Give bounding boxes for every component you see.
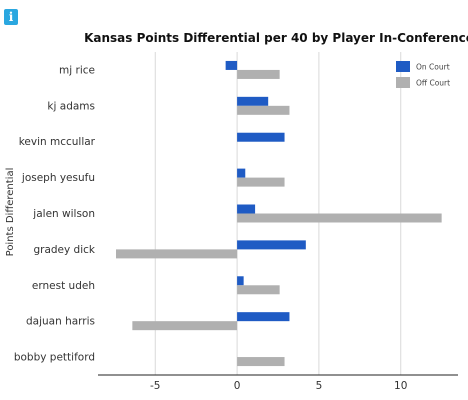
bar-on-court bbox=[237, 240, 306, 250]
bar-on-court bbox=[237, 312, 290, 322]
bar-off-court bbox=[132, 321, 238, 331]
bar-on-court bbox=[237, 168, 246, 178]
x-tick-label: 10 bbox=[394, 380, 407, 392]
info-icon[interactable]: i bbox=[4, 9, 18, 25]
y-axis-title: Points Differential bbox=[5, 168, 16, 257]
bar-on-court bbox=[237, 96, 269, 106]
bar-off-court bbox=[237, 69, 280, 79]
chart-title: Kansas Points Differential per 40 by Pla… bbox=[84, 31, 468, 45]
legend-label: On Court bbox=[416, 63, 450, 72]
legend-label: Off Court bbox=[416, 79, 450, 88]
bar-off-court bbox=[237, 357, 285, 367]
category-label: kevin mccullar bbox=[19, 136, 96, 148]
x-tick-label: 5 bbox=[316, 380, 323, 392]
bar-on-court bbox=[237, 132, 285, 142]
bar-off-court bbox=[237, 213, 442, 223]
x-tick-label: -5 bbox=[150, 380, 160, 392]
bar-off-court bbox=[237, 105, 290, 115]
category-label: joseph yesufu bbox=[21, 172, 95, 184]
legend: On Court Off Court bbox=[396, 61, 450, 88]
legend-swatch bbox=[396, 77, 410, 88]
category-label: jalen wilson bbox=[32, 208, 95, 220]
category-label: kj adams bbox=[47, 100, 95, 112]
bar-on-court bbox=[237, 204, 256, 214]
category-label: mj rice bbox=[59, 64, 95, 76]
category-label: gradey dick bbox=[33, 244, 95, 256]
bar-off-court bbox=[237, 285, 280, 295]
category-label: bobby pettiford bbox=[14, 352, 95, 364]
bar-off-court bbox=[116, 249, 238, 259]
category-labels: mj rice kj adams kevin mccullar joseph yesu… bbox=[14, 64, 96, 363]
category-label: dajuan harris bbox=[26, 316, 95, 328]
x-tick-label: 0 bbox=[234, 380, 241, 392]
bar-on-court bbox=[237, 276, 244, 286]
legend-swatch bbox=[396, 61, 410, 72]
category-label: ernest udeh bbox=[32, 280, 95, 292]
x-tick-labels: -5 0 5 10 bbox=[150, 380, 407, 392]
bars bbox=[116, 60, 442, 367]
bar-off-court bbox=[237, 177, 285, 187]
bar-on-court bbox=[225, 60, 238, 70]
